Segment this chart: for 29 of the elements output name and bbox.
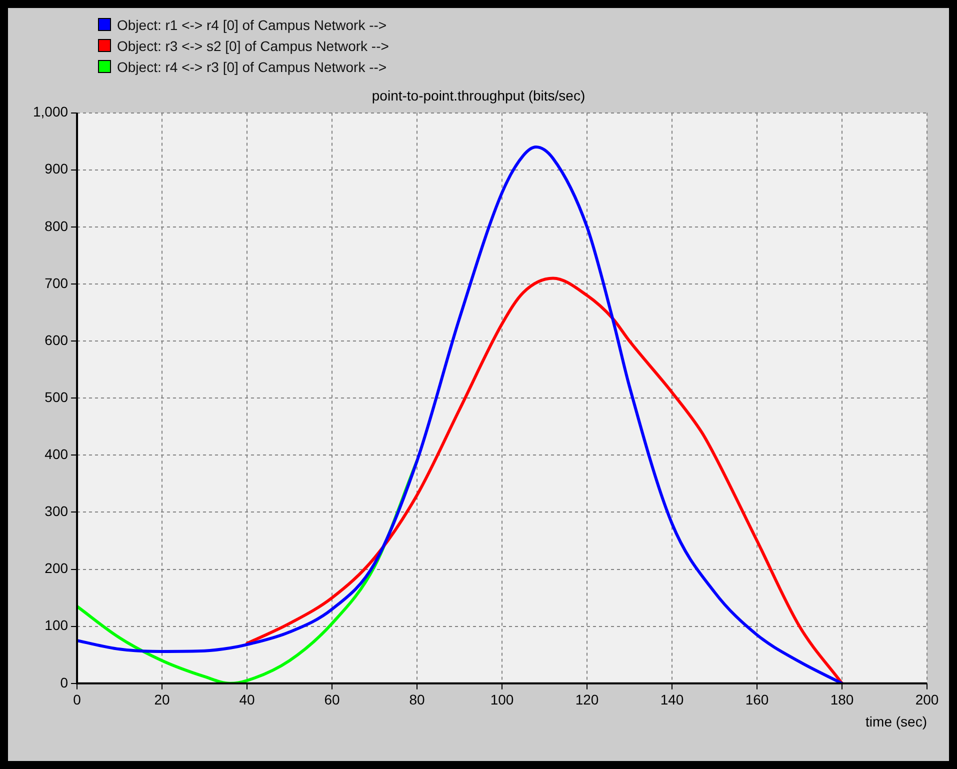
y-tick-label: 700 [44, 274, 68, 291]
x-tick-label: 20 [154, 692, 170, 708]
y-tick-label: 1,000 [32, 104, 68, 120]
x-tick-label: 40 [239, 692, 256, 708]
x-tick-label: 140 [660, 692, 684, 708]
x-tick-label: 180 [830, 692, 854, 708]
y-tick-label: 600 [44, 332, 68, 348]
chart-title: point-to-point.throughput (bits/sec) [372, 87, 586, 104]
y-tick-label: 800 [44, 218, 68, 234]
y-tick-label: 500 [44, 388, 68, 405]
line-series [246, 276, 844, 684]
x-tick-label: 200 [915, 692, 939, 708]
legend-label: Object: r1 <-> r4 [0] of Campus Network --> [117, 16, 387, 32]
x-tick-label: 0 [73, 692, 82, 708]
x-tick-label: 80 [409, 692, 426, 708]
y-tick-label: 100 [44, 617, 68, 634]
y-tick-label: 200 [44, 560, 68, 576]
y-tick-label: 900 [44, 160, 68, 177]
x-tick-label: 100 [490, 692, 514, 708]
y-tick-label: 0 [60, 674, 68, 690]
y-tick-label: 300 [44, 503, 68, 520]
x-tick-label: 160 [745, 692, 769, 708]
x-tick-label: 60 [324, 692, 340, 708]
x-axis-title: time (sec) [866, 713, 927, 730]
y-tick-label: 400 [44, 446, 68, 462]
legend-label: Object: r3 <-> s2 [0] of Campus Network --> [117, 38, 389, 54]
line-series [77, 146, 844, 684]
x-tick-label: 120 [575, 692, 599, 708]
legend-label: Object: r4 <-> r3 [0] of Campus Network --> [117, 58, 387, 74]
